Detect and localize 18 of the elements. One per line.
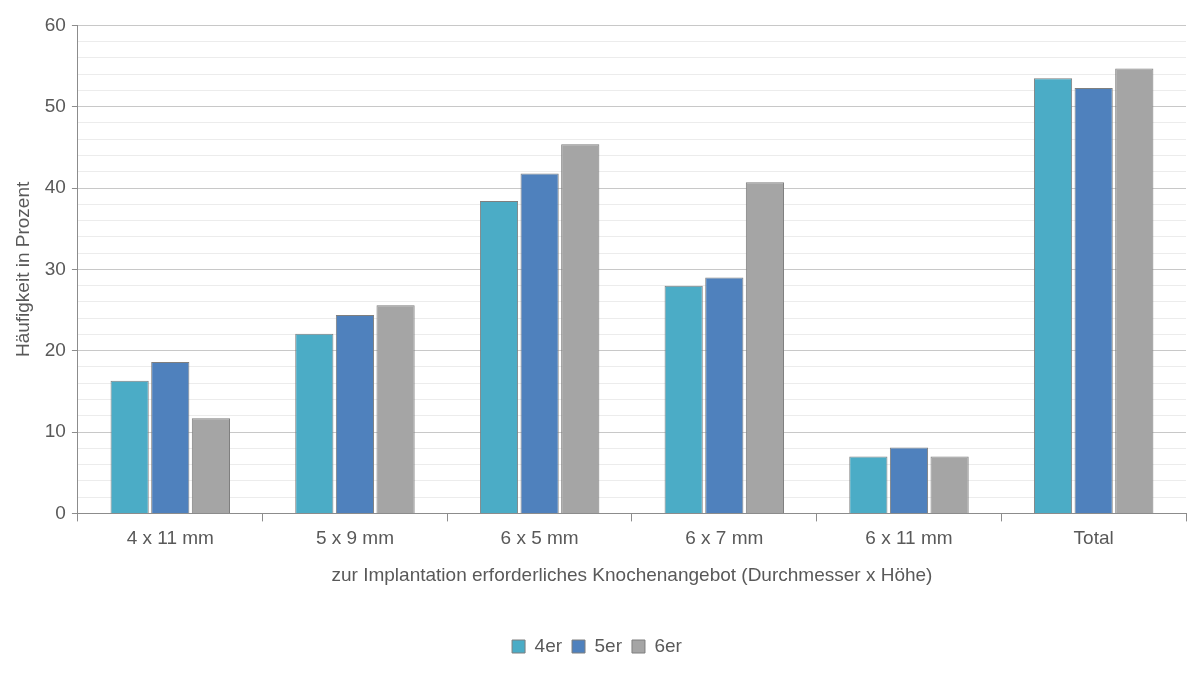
x-tick-label: 5 x 9 mm (315, 527, 395, 549)
y-tick-label: 40 (44, 176, 66, 198)
x-tick-label: Total (1073, 527, 1114, 549)
legend-label: 5er (594, 634, 623, 656)
legend-label: 4er (534, 634, 563, 656)
y-tick-label: 0 (55, 501, 66, 523)
x-axis-title: zur Implantation erforderliches Knochenangebot (Durchmesser x Höhe) (331, 563, 933, 585)
y-tick-label: 10 (44, 420, 66, 442)
y-tick-label: 30 (44, 257, 66, 279)
legend-label: 6er (654, 634, 683, 656)
y-tick-label: 50 (44, 94, 66, 116)
y-axis-title: Häufigkeit in Prozent (11, 181, 33, 358)
y-tick-label: 20 (44, 338, 66, 360)
y-tick-label: 60 (44, 13, 66, 35)
x-tick-label: 6 x 11 mm (865, 527, 953, 549)
x-tick-label: 4 x 11 mm (126, 527, 214, 549)
x-tick-label: 6 x 7 mm (685, 527, 764, 549)
x-tick-label: 6 x 5 mm (500, 527, 579, 549)
